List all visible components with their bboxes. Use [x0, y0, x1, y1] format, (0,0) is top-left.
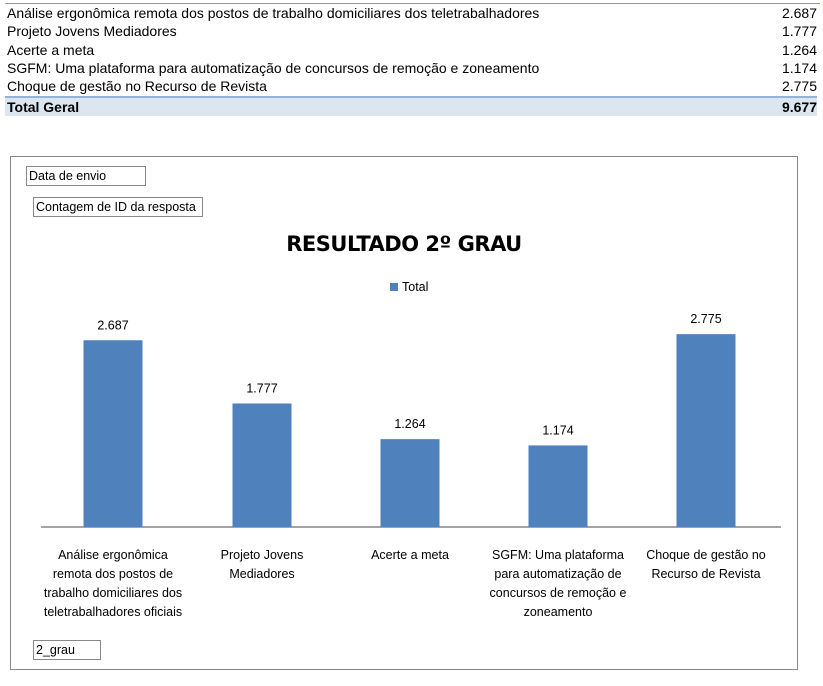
row-label: Análise ergonômica remota dos postos de … — [7, 5, 540, 21]
row-value: 2.687 — [781, 5, 817, 21]
table-row: Análise ergonômica remota dos postos de … — [5, 4, 817, 22]
data-label: 2.775 — [690, 312, 721, 326]
table-row: SGFM: Uma plataforma para automatização … — [5, 59, 817, 77]
data-label: 1.777 — [246, 381, 277, 395]
row-label: Choque de gestão no Recurso de Revista — [7, 78, 267, 95]
chart-title: RESULTADO 2º GRAU — [286, 232, 522, 256]
values-field-button[interactable]: Contagem de ID da resposta — [33, 197, 203, 217]
row-value: 2.775 — [781, 78, 817, 95]
header-row-edge — [5, 0, 820, 4]
row-label: Total Geral — [7, 99, 80, 115]
category-label: Choque de gestão no Recurso de Revista — [646, 548, 766, 581]
category-label: SGFM: Uma plataforma para automatização … — [489, 548, 627, 619]
axis-field-button[interactable]: 2_grau — [33, 640, 101, 660]
bar[interactable] — [528, 445, 588, 527]
row-label: Acerte a meta — [7, 41, 95, 58]
category-label: Projeto Jovens Mediadores — [220, 548, 304, 581]
row-label: SGFM: Uma plataforma para automatização … — [7, 59, 540, 76]
bar[interactable] — [232, 403, 292, 527]
filter-field-button[interactable]: Data de envio — [26, 166, 146, 186]
row-value: 9.677 — [781, 99, 817, 115]
pivot-chart[interactable]: Data de envio Contagem de ID da resposta… — [10, 156, 798, 670]
bar[interactable] — [676, 334, 736, 527]
legend-swatch — [390, 283, 398, 291]
table-row: Acerte a meta 1.264 — [5, 41, 817, 59]
row-label: Projeto Jovens Mediadores — [7, 23, 177, 40]
data-label: 1.174 — [542, 423, 573, 437]
category-label: Acerte a meta — [371, 548, 449, 562]
bar[interactable] — [380, 439, 440, 527]
category-label: Análise ergonômica remota dos postos de … — [43, 548, 183, 619]
legend: Total — [390, 280, 428, 294]
table-row: Projeto Jovens Mediadores 1.777 — [5, 22, 817, 40]
row-value: 1.264 — [781, 41, 817, 58]
plot-area: 2.687 1.777 1.264 1.174 2.775 — [41, 312, 781, 528]
data-label: 1.264 — [394, 417, 425, 431]
data-label: 2.687 — [97, 318, 128, 332]
total-row: Total Geral 9.677 — [5, 96, 817, 116]
table-row: Choque de gestão no Recurso de Revista 2.… — [5, 77, 817, 95]
legend-label: Total — [402, 280, 429, 294]
row-value: 1.174 — [781, 59, 817, 76]
bar[interactable] — [83, 340, 143, 527]
row-value: 1.777 — [781, 23, 817, 40]
